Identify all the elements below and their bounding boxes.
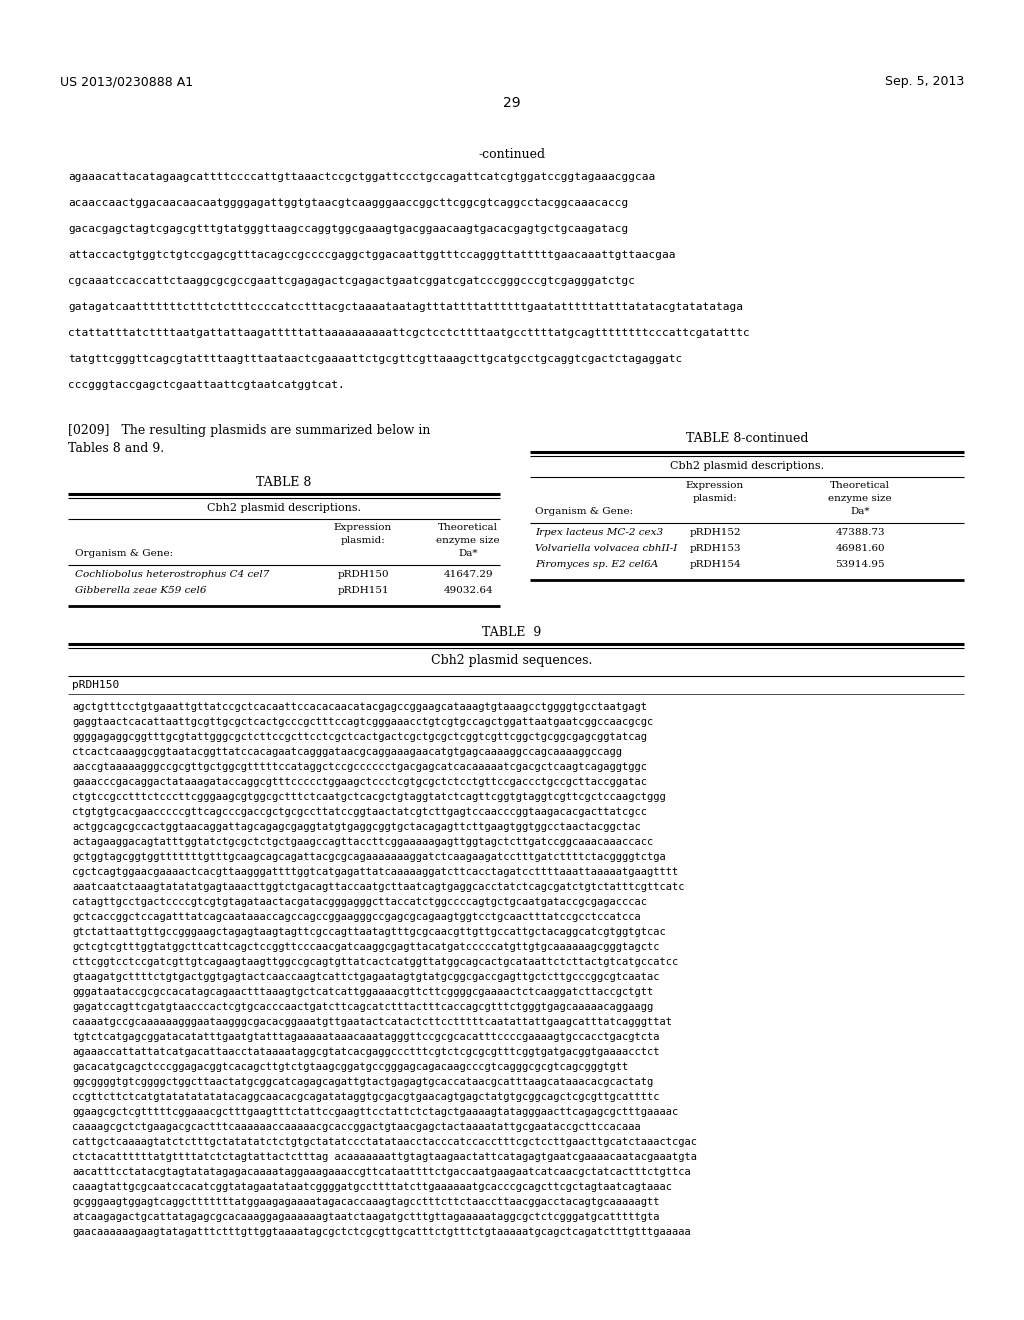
Text: aaatcaatctaaagtatatatgagtaaacttggtctgacagttaccaatgcttaatcagtgaggcacctatctcagcgat: aaatcaatctaaagtatatatgagtaaacttggtctgaca… [72,882,684,892]
Text: ggaagcgctcgtttttcggaaacgctttgaagtttctattccgaagttcctattctctagctgaaaagtatagggaactt: ggaagcgctcgtttttcggaaacgctttgaagtttctatt… [72,1107,678,1117]
Text: TABLE  9: TABLE 9 [482,626,542,639]
Text: gaaacccgacaggactataaagataccaggcgtttccccctggaagctccctcgtgcgctctcctgttccgaccctgccg: gaaacccgacaggactataaagataccaggcgtttccccc… [72,777,647,787]
Text: Theoretical: Theoretical [438,523,498,532]
Text: gctggtagcggtggtttttttgtttgcaagcagcagattacgcgcagaaaaaaaggatctcaagaagatcctttgatctt: gctggtagcggtggtttttttgtttgcaagcagcagatta… [72,851,666,862]
Text: aacatttcctatacgtagtatatagagacaaaataggaaagaaaccgttcataattttctgaccaatgaagaatcatcaa: aacatttcctatacgtagtatatagagacaaaataggaaa… [72,1167,691,1177]
Text: gggataataccgcgccacatagcagaactttaaagtgctcatcattggaaaacgttcttcggggcgaaaactctcaagga: gggataataccgcgccacatagcagaactttaaagtgctc… [72,987,653,997]
Text: 41647.29: 41647.29 [443,570,493,579]
Text: tatgttcgggttcagcgtattttaagtttaataactcgaaaattctgcgttcgttaaagcttgcatgcctgcaggtcgac: tatgttcgggttcagcgtattttaagtttaataactcgaa… [68,354,682,364]
Text: pRDH152: pRDH152 [689,528,740,537]
Text: Organism & Gene:: Organism & Gene: [535,507,633,516]
Text: gagatccagttcgatgtaacccactcgtgcacccaactgatcttcagcatctttactttcaccagcgtttctgggtgagc: gagatccagttcgatgtaacccactcgtgcacccaactga… [72,1002,653,1012]
Text: enzyme size: enzyme size [828,494,892,503]
Text: Tables 8 and 9.: Tables 8 and 9. [68,442,164,455]
Text: gctcgtcgtttggtatggcttcattcagctccggttcccaacgatcaaggcgagttacatgatcccccatgttgtgcaaa: gctcgtcgtttggtatggcttcattcagctccggttccca… [72,942,659,952]
Text: agaaaccattattatcatgacattaacctataaaataggcgtatcacgaggccctttcgtctcgcgcgtttcggtgatga: agaaaccattattatcatgacattaacctataaaataggc… [72,1047,659,1057]
Text: gatagatcaatttttttctttctctttccccatcctttacgctaaaataatagtttattttattttttgaatatttttta: gatagatcaatttttttctttctctttccccatcctttac… [68,302,743,312]
Text: plasmid:: plasmid: [341,536,385,545]
Text: Sep. 5, 2013: Sep. 5, 2013 [885,75,964,88]
Text: cattgctcaaaagtatctctttgctatatatctctgtgctatatccctatataacctacccatccacctttcgctccttg: cattgctcaaaagtatctctttgctatatatctctgtgct… [72,1137,697,1147]
Text: agctgtttcctgtgaaattgttatccgctcacaattccacacaacatacgagccggaagcataaagtgtaaagcctgggg: agctgtttcctgtgaaattgttatccgctcacaattccac… [72,702,647,711]
Text: 49032.64: 49032.64 [443,586,493,595]
Text: 53914.95: 53914.95 [836,560,885,569]
Text: pRDH154: pRDH154 [689,560,740,569]
Text: attaccactgtggtctgtccgagcgtttacagccgccccgaggctggacaattggtttccagggttatttttgaacaaat: attaccactgtggtctgtccgagcgtttacagccgccccg… [68,249,676,260]
Text: cccgggtaccgagctcgaattaattcgtaatcatggtcat.: cccgggtaccgagctcgaattaattcgtaatcatggtcat… [68,380,345,389]
Text: US 2013/0230888 A1: US 2013/0230888 A1 [60,75,194,88]
Text: Theoretical: Theoretical [830,480,890,490]
Text: enzyme size: enzyme size [436,536,500,545]
Text: gcgggaagtggagtcaggctttttttatggaagagaaaatagacaccaaagtagcctttcttctaaccttaacggaccta: gcgggaagtggagtcaggctttttttatggaagagaaaat… [72,1197,659,1206]
Text: ggcggggtgtcggggctggcttaactatgcggcatcagagcagattgtactgagagtgcaccataacgcatttaagcata: ggcggggtgtcggggctggcttaactatgcggcatcagag… [72,1077,653,1086]
Text: plasmid:: plasmid: [692,494,737,503]
Text: pRDH150: pRDH150 [72,680,119,690]
Text: pRDH153: pRDH153 [689,544,740,553]
Text: 47388.73: 47388.73 [836,528,885,537]
Text: gacacgagctagtcgagcgtttgtatgggttaagccaggtggcgaaagtgacggaacaagtgacacgagtgctgcaagat: gacacgagctagtcgagcgtttgtatgggttaagccaggt… [68,224,629,234]
Text: atcaagagactgcattatagagcgcacaaaggagaaaaaagtaatctaagatgctttgttagaaaaataggcgctctcgg: atcaagagactgcattatagagcgcacaaaggagaaaaaa… [72,1212,659,1222]
Text: gacacatgcagctcccggagacggtcacagcttgtctgtaagcggatgccgggagcagacaagcccgtcagggcgcgtca: gacacatgcagctcccggagacggtcacagcttgtctgta… [72,1063,629,1072]
Text: caaaatgccgcaaaaaagggaataagggcgacacggaaatgttgaatactcatactcttcctttttcaatattattgaag: caaaatgccgcaaaaaagggaataagggcgacacggaaat… [72,1016,672,1027]
Text: TABLE 8-continued: TABLE 8-continued [686,432,808,445]
Text: actagaaggacagtatttggtatctgcgctctgctgaagccagttaccttcggaaaaagagttggtagctcttgatccgg: actagaaggacagtatttggtatctgcgctctgctgaagc… [72,837,653,847]
Text: actggcagcgccactggtaacaggattagcagagcgaggtatgtgaggcggtgctacagagttcttgaagtggtggccta: actggcagcgccactggtaacaggattagcagagcgaggt… [72,822,641,832]
Text: tgtctcatgagcggatacatatttgaatgtatttagaaaaataaacaaatagggttccgcgcacatttccccgaaaagtg: tgtctcatgagcggatacatatttgaatgtatttagaaaa… [72,1032,659,1041]
Text: Cbh2 plasmid descriptions.: Cbh2 plasmid descriptions. [670,461,824,471]
Text: caaagtattgcgcaatccacatcggtatagaatataatcggggatgccttttatcttgaaaaaatgcacccgcagcttcg: caaagtattgcgcaatccacatcggtatagaatataatcg… [72,1181,672,1192]
Text: gctcaccggctccagatttatcagcaataaaccagccagccggaagggccgagcgcagaagtggtcctgcaactttatcc: gctcaccggctccagatttatcagcaataaaccagccagc… [72,912,641,921]
Text: agaaacattacatagaagcattttccccattgttaaactccgctggattccctgccagattcatcgtggatccggtagaa: agaaacattacatagaagcattttccccattgttaaactc… [68,172,655,182]
Text: acaaccaactggacaacaacaatggggagattggtgtaacgtcaagggaaccggcttcggcgtcaggcctacggcaaaca: acaaccaactggacaacaacaatggggagattggtgtaac… [68,198,629,209]
Text: catagttgcctgactccccgtcgtgtagataactacgatacgggagggcttaccatctggccccagtgctgcaatgatac: catagttgcctgactccccgtcgtgtagataactacgata… [72,898,647,907]
Text: cgctcagtggaacgaaaactcacgttaagggattttggtcatgagattatcaaaaaggatcttcacctagatccttttaa: cgctcagtggaacgaaaactcacgttaagggattttggtc… [72,867,678,876]
Text: Expression: Expression [686,480,744,490]
Text: cttcggtcctccgatcgttgtcagaagtaagttggccgcagtgttatcactcatggttatggcagcactgcataattctc: cttcggtcctccgatcgttgtcagaagtaagttggccgca… [72,957,678,968]
Text: 29: 29 [503,96,521,110]
Text: gtctattaattgttgccgggaagctagagtaagtagttcgccagttaatagtttgcgcaacgttgttgccattgctacag: gtctattaattgttgccgggaagctagagtaagtagttcg… [72,927,666,937]
Text: Cbh2 plasmid descriptions.: Cbh2 plasmid descriptions. [207,503,361,513]
Text: pRDH151: pRDH151 [337,586,389,595]
Text: gtaagatgcttttctgtgactggtgagtactcaaccaagtcattctgagaatagtgtatgcggcgaccgagttgctcttg: gtaagatgcttttctgtgactggtgagtactcaaccaagt… [72,972,659,982]
Text: -continued: -continued [478,148,546,161]
Text: Irpex lacteus MC-2 cex3: Irpex lacteus MC-2 cex3 [535,528,664,537]
Text: ccgttcttctcatgtatatatatatacaggcaacacgcagatataggtgcgacgtgaacagtgagctatgtgcggcagct: ccgttcttctcatgtatatatatatacaggcaacacgcag… [72,1092,659,1102]
Text: gaggtaactcacattaattgcgttgcgctcactgcccgctttccagtcgggaaacctgtcgtgccagctggattaatgaa: gaggtaactcacattaattgcgttgcgctcactgcccgct… [72,717,653,727]
Text: ctattatttatcttttaatgattattaagatttttattaaaaaaaaaattcgctcctcttttaatgccttttatgcagtt: ctattatttatcttttaatgattattaagatttttattaa… [68,327,750,338]
Text: ctctacattttttatgttttatctctagtattactctttag acaaaaaaattgtagtaagaactattcatagagtgaat: ctctacattttttatgttttatctctagtattactcttta… [72,1152,697,1162]
Text: Da*: Da* [459,549,478,558]
Text: Organism & Gene:: Organism & Gene: [75,549,173,558]
Text: Cochliobolus heterostrophus C4 cel7: Cochliobolus heterostrophus C4 cel7 [75,570,269,579]
Text: ctcactcaaaggcggtaatacggttatccacagaatcagggataacgcaggaaagaacatgtgagcaaaaggccagcaaa: ctcactcaaaggcggtaatacggttatccacagaatcagg… [72,747,622,756]
Text: TABLE 8: TABLE 8 [256,477,311,488]
Text: caaaagcgctctgaagacgcactttcaaaaaaccaaaaacgcaccggactgtaacgagctactaaaatattgcgaatacc: caaaagcgctctgaagacgcactttcaaaaaaccaaaaac… [72,1122,641,1133]
Text: 46981.60: 46981.60 [836,544,885,553]
Text: Expression: Expression [334,523,392,532]
Text: ctgtccgcctttctcccttcgggaagcgtggcgctttctcaatgctcacgctgtaggtatctcagttcggtgtaggtcgt: ctgtccgcctttctcccttcgggaagcgtggcgctttctc… [72,792,666,803]
Text: gaacaaaaaagaagtatagatttctttgttggtaaaatagcgctctcgcgttgcatttctgtttctgtaaaaatgcagct: gaacaaaaaagaagtatagatttctttgttggtaaaatag… [72,1228,691,1237]
Text: Da*: Da* [850,507,869,516]
Text: [0209]   The resulting plasmids are summarized below in: [0209] The resulting plasmids are summar… [68,424,430,437]
Text: aaccgtaaaaagggccgcgttgctggcgtttttccataggctccgcccccctgacgagcatcacaaaaatcgacgctcaa: aaccgtaaaaagggccgcgttgctggcgtttttccatagg… [72,762,647,772]
Text: Piromyces sp. E2 cel6A: Piromyces sp. E2 cel6A [535,560,658,569]
Text: ctgtgtgcacgaacccccgttcagcccgaccgctgcgccttatccggtaactatcgtcttgagtccaacccggtaagaca: ctgtgtgcacgaacccccgttcagcccgaccgctgcgcct… [72,807,647,817]
Text: pRDH150: pRDH150 [337,570,389,579]
Text: Cbh2 plasmid sequences.: Cbh2 plasmid sequences. [431,653,593,667]
Text: ggggagaggcggtttgcgtattgggcgctcttccgcttcctcgctcactgactcgctgcgctcggtcgttcggctgcggc: ggggagaggcggtttgcgtattgggcgctcttccgcttcc… [72,733,647,742]
Text: Volvariella volvacea cbhII-I: Volvariella volvacea cbhII-I [535,544,677,553]
Text: Gibberella zeae K59 cel6: Gibberella zeae K59 cel6 [75,586,207,595]
Text: cgcaaatccaccattctaaggcgcgccgaattcgagagactcgagactgaatcggatcgatcccgggcccgtcgagggat: cgcaaatccaccattctaaggcgcgccgaattcgagagac… [68,276,635,286]
